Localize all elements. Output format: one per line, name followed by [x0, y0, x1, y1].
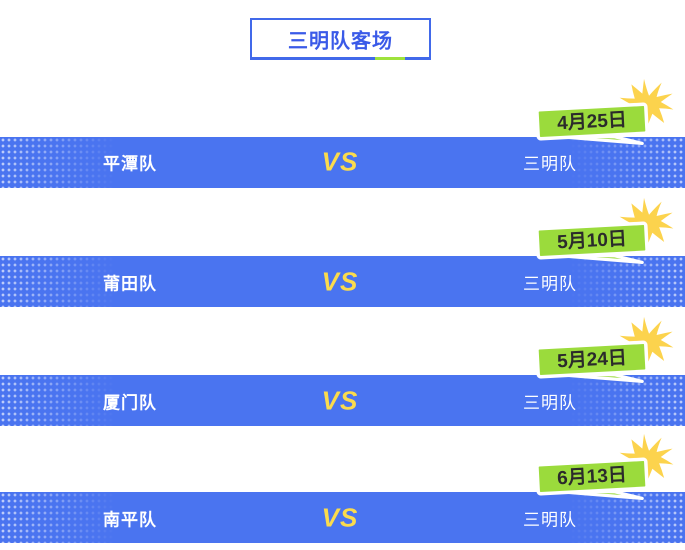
svg-text:5月10日: 5月10日 — [557, 229, 628, 254]
svg-text:6月13日: 6月13日 — [557, 465, 628, 490]
svg-text:5月24日: 5月24日 — [557, 348, 628, 373]
svg-text:4月25日: 4月25日 — [557, 109, 628, 134]
